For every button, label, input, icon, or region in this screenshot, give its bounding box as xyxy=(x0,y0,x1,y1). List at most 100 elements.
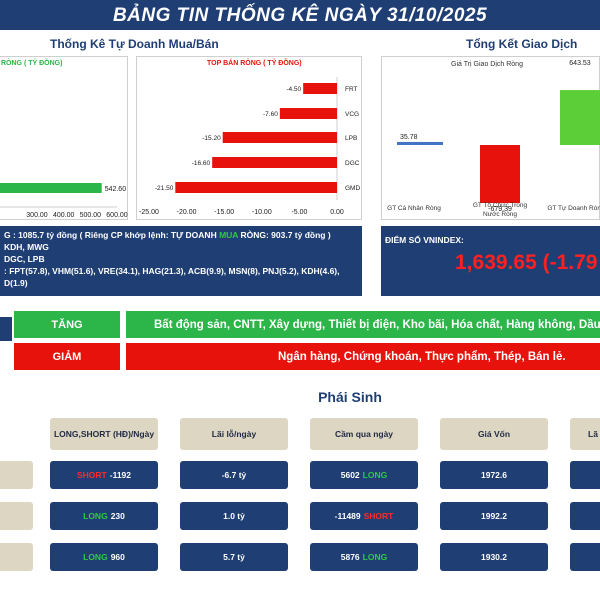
row-1-hold-tag: LONG xyxy=(362,470,388,480)
trend-down-sectors: Ngân hàng, Chứng khoán, Thực phẩm, Thép,… xyxy=(126,343,600,370)
stats-line-3: DGC, LPB xyxy=(4,254,45,264)
row-3-position: LONG 960 xyxy=(50,543,158,571)
chart-2-bar-label: -15.20 xyxy=(202,135,221,142)
chart-2-tick: -15.00 xyxy=(214,209,234,216)
chart-2-tick: -10.00 xyxy=(252,209,272,216)
row-2-position: LONG 230 xyxy=(50,502,158,530)
chart-2-tick: -20.00 xyxy=(177,209,197,216)
chart-1-tick: 300.00 xyxy=(26,212,48,219)
chart-net-value-panel: Giá Trị Giao Dịch Ròng 35.78 -679.39 643.53… xyxy=(381,56,600,220)
chart-3-bar-label: -679.39 xyxy=(488,206,512,213)
chart-2-bar-label: -7.60 xyxy=(263,111,278,118)
chart-3-bar-label: 35.78 xyxy=(400,134,418,141)
chart-2-category: FRT xyxy=(345,86,358,93)
chart-2-bar xyxy=(303,83,337,94)
chart-2-bar xyxy=(222,132,337,143)
stats-summary: G : 1085.7 tỷ đồng ( Riêng CP khớp lệnh:… xyxy=(0,226,362,296)
row-1-pos-value: -1192 xyxy=(109,470,132,480)
chart-2-category: GMD xyxy=(345,185,360,192)
row-label-3 xyxy=(0,543,33,571)
row-2-pos-tag: LONG xyxy=(83,511,108,521)
chart-2-tick: 0.00 xyxy=(330,209,344,216)
header-long-short: LONG,SHORT (HĐ)/Ngày xyxy=(50,418,158,450)
row-3-pos-value: 960 xyxy=(110,552,125,562)
stats-line-1-suffix: RÒNG: 903.7 tỷ đồng ) xyxy=(238,230,331,240)
chart-net-value: Giá Trị Giao Dịch Ròng 35.78 -679.39 643.53… xyxy=(387,60,600,218)
chart-2-bar xyxy=(212,157,337,168)
chart-2-bar-label: -21.50 xyxy=(155,185,174,192)
page-title: BẢNG TIN THỐNG KÊ NGÀY 31/10/2025 xyxy=(112,5,488,26)
trend-down-label: GIẢM xyxy=(14,343,120,370)
row-1-pnl: -6.7 tỷ xyxy=(180,461,288,489)
vnindex-value: 1,639.65 (-1.79 xyxy=(455,251,598,274)
chart-3-title: Giá Trị Giao Dịch Ròng xyxy=(451,61,523,68)
chart-1-tick: 600.00 xyxy=(106,212,128,219)
row-1-cost: 1972.6 xyxy=(440,461,548,489)
row-3-cost: 1930.2 xyxy=(440,543,548,571)
row-3-hold: 5876 LONG xyxy=(310,543,418,571)
chart-2-category: LPB xyxy=(345,135,357,142)
row-2-hold: -11489 SHORT xyxy=(310,502,418,530)
chart-1-bar-label: 542.60 xyxy=(105,186,127,193)
trend-up-label: TĂNG xyxy=(14,311,120,338)
row-1-hold-value: 5602 xyxy=(340,470,360,480)
chart-2-bar xyxy=(279,108,337,119)
header-cost-price: Giá Vốn xyxy=(440,418,548,450)
chart-3-category: GT Cá Nhân Ròng xyxy=(387,205,441,212)
header-cut-off: Lã xyxy=(570,418,600,450)
header-hold-overnight: Cầm qua ngày xyxy=(310,418,418,450)
chart-2-bar-label: -16.60 xyxy=(192,160,211,167)
row-2-pos-value: 230 xyxy=(110,511,125,521)
chart-net-buy-panel: RÒNG ( TỶ ĐỒNG) 300.00 400.00 500.00 600.00 5… xyxy=(0,56,128,220)
chart-3-category: GT Tự Doanh Ròng xyxy=(547,205,600,212)
section-title-tu-doanh: Thống Kê Tự Doanh Mua/Bán xyxy=(50,37,219,51)
section-title-tong-ket: Tổng Kết Giao Dịch xyxy=(466,37,578,51)
chart-3-bar-label: 643.53 xyxy=(569,60,591,67)
row-2-extra xyxy=(570,502,600,530)
row-2-hold-value: -11489 xyxy=(334,511,361,521)
row-1-hold: 5602 LONG xyxy=(310,461,418,489)
row-1-extra xyxy=(570,461,600,489)
vnindex-box: ĐIỂM SỐ VNINDEX: 1,639.65 (-1.79 xyxy=(381,226,600,296)
chart-2-tick: -25.00 xyxy=(139,209,159,216)
stats-line-1: G : 1085.7 tỷ đồng ( Riêng CP khớp lệnh:… xyxy=(4,229,358,241)
header-bar: BẢNG TIN THỐNG KÊ NGÀY 31/10/2025 xyxy=(0,0,600,30)
chart-2-bar-label: -4.50 xyxy=(286,86,301,93)
chart-2-title: TOP BÁN RÒNG ( TỶ ĐỒNG) xyxy=(207,57,302,67)
row-3-pos-tag: LONG xyxy=(83,552,108,562)
row-label-1 xyxy=(0,461,33,489)
chart-3-bar xyxy=(397,141,443,145)
row-3-hold-tag: LONG xyxy=(362,552,388,562)
stats-line-2: KDH, MWG xyxy=(4,242,49,252)
chart-1-bar xyxy=(0,183,102,193)
chart-top-net-sell: TOP BÁN RÒNG ( TỶ ĐỒNG) -25.00 -20.00 -15.0… xyxy=(139,57,360,216)
row-3-hold-value: 5876 xyxy=(340,552,360,562)
phai-sinh-title: Phái Sinh xyxy=(318,389,382,405)
chart-3-category: GT Tổ Chức Trong Nước Ròng xyxy=(473,201,528,218)
row-label-2 xyxy=(0,502,33,530)
row-3-extra xyxy=(570,543,600,571)
trend-up-sectors: Bất động sản, CNTT, Xây dựng, Thiết bị đ… xyxy=(126,311,600,338)
chart-2-tick: -5.00 xyxy=(291,209,307,216)
stats-line-5: D(1.9) xyxy=(4,278,28,288)
chart-1-title: RÒNG ( TỶ ĐỒNG) xyxy=(1,57,62,67)
row-2-cost: 1992.2 xyxy=(440,502,548,530)
chart-2-category: VCG xyxy=(345,111,359,118)
row-2-pnl: 1.0 tỷ xyxy=(180,502,288,530)
chart-2-bar xyxy=(175,182,337,193)
stats-line-1-highlight: MUA xyxy=(219,230,239,240)
chart-net-buy: RÒNG ( TỶ ĐỒNG) 300.00 400.00 500.00 600.00 5… xyxy=(0,57,128,219)
chart-1-tick: 500.00 xyxy=(80,212,102,219)
row-3-pnl: 5.7 tỷ xyxy=(180,543,288,571)
row-1-pos-tag: SHORT xyxy=(76,470,107,480)
chart-2-category: DGC xyxy=(345,160,360,167)
vnindex-label: ĐIỂM SỐ VNINDEX: xyxy=(385,235,464,245)
chart-1-tick: 400.00 xyxy=(53,212,75,219)
left-marker xyxy=(0,317,12,341)
chart-top-net-sell-panel: TOP BÁN RÒNG ( TỶ ĐỒNG) -25.00 -20.00 -15.0… xyxy=(136,56,362,220)
chart-3-bar xyxy=(560,90,600,145)
stats-line-1-prefix: G : 1085.7 tỷ đồng ( Riêng CP khớp lệnh:… xyxy=(4,230,220,240)
row-2-hold-tag: SHORT xyxy=(363,511,394,521)
chart-3-bar xyxy=(480,145,520,203)
row-1-position: SHORT -1192 xyxy=(50,461,158,489)
